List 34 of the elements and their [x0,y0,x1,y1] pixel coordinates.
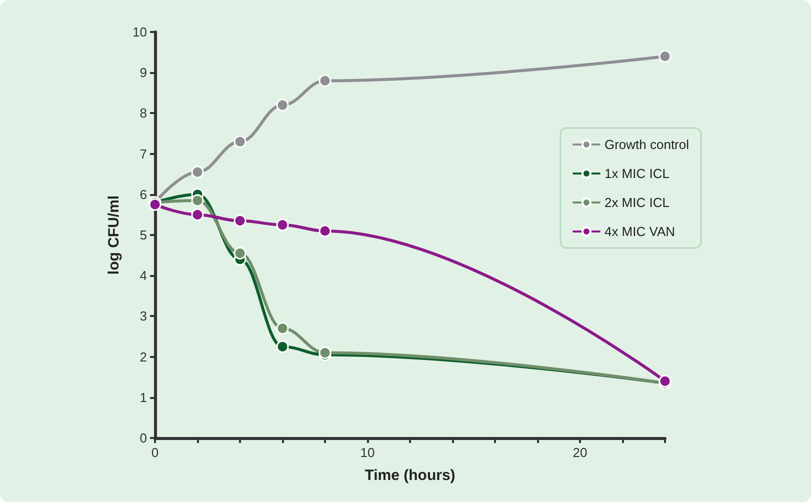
y-tick-label: 10 [132,24,147,40]
point [234,214,246,228]
point [276,218,289,232]
x-tick-label: 20 [572,445,588,460]
x-tick-label: 10 [360,445,375,460]
x-axis-title: Time (hours) [364,467,456,484]
point [658,50,672,63]
legend-label: 2x MIC ICL [604,195,670,210]
y-tick-label: 0 [140,430,147,446]
legend-label: 4x MIC VAN [604,224,676,239]
point [276,340,289,353]
point [276,322,289,335]
point [276,98,289,112]
point [191,166,204,178]
y-tick-label: 5 [140,228,147,242]
y-tick-label: 3 [140,308,147,324]
point [318,74,332,87]
point [318,224,332,238]
x-tick-label: 0 [151,445,159,460]
point [234,247,246,260]
point [318,346,332,359]
y-tick-label: 1 [140,390,147,405]
point [191,194,204,207]
y-tick-label: 7 [140,146,147,162]
y-tick-label: 2 [140,349,147,364]
y-tick-label: 8 [140,106,147,121]
legend-label: Growth control [604,137,690,152]
y-axis-title: log CFU/ml [106,195,123,275]
y-tick-label: 6 [140,186,147,202]
y-tick-label: 4 [140,268,147,284]
y-tick-label: 9 [140,65,147,80]
point [191,208,204,221]
point [234,135,246,148]
legend-label: 1x MIC ICL [604,166,670,181]
